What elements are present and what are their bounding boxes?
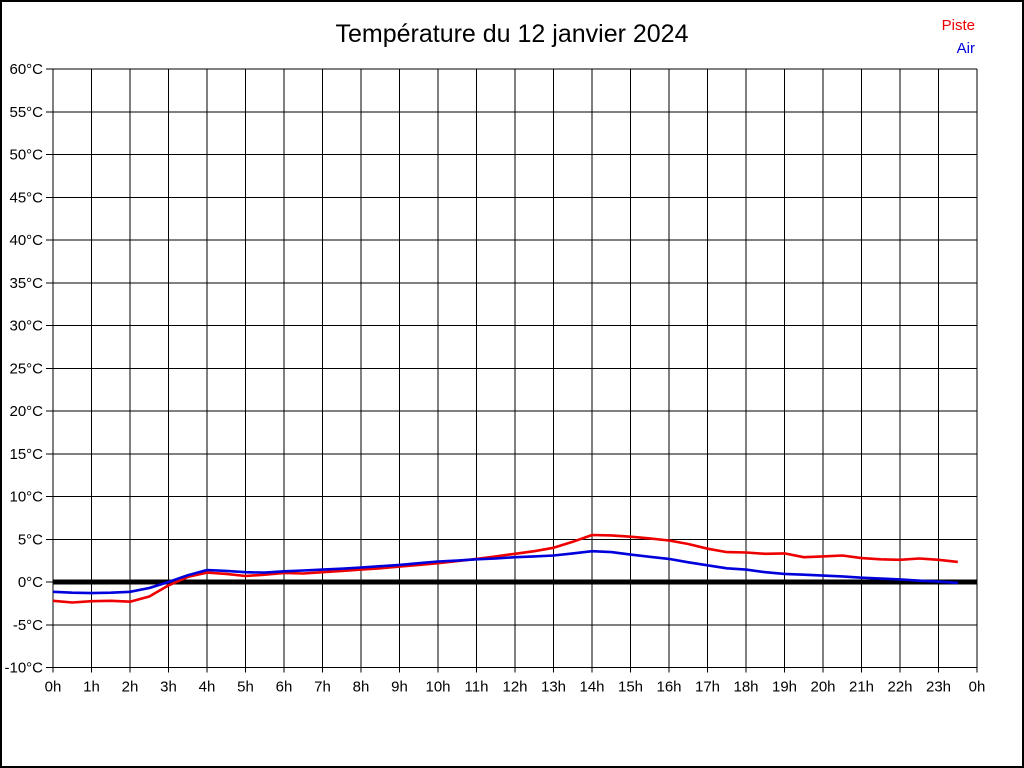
y-tick-label: 35°C	[9, 275, 43, 292]
x-tick-label: 11h	[465, 679, 489, 696]
y-tick-label: 30°C	[9, 318, 43, 335]
grid-lines	[46, 68, 978, 673]
legend-item-piste: Piste	[941, 17, 975, 34]
x-tick-label: 4h	[199, 679, 216, 696]
x-tick-label: 1h	[83, 679, 100, 696]
x-tick-label: 12h	[502, 679, 527, 696]
y-tick-label: 40°C	[9, 232, 43, 249]
y-tick-label: 20°C	[9, 403, 43, 420]
x-tick-label: 18h	[733, 679, 758, 696]
x-tick-label: 6h	[276, 679, 293, 696]
air-temperature-line	[52, 549, 958, 595]
x-tick-label: 22h	[887, 679, 912, 696]
x-tick-label: 0h	[45, 679, 62, 696]
x-tick-label: 10h	[425, 679, 450, 696]
x-tick-label: 14h	[579, 679, 604, 696]
x-tick-label: 16h	[656, 679, 681, 696]
x-tick-label: 7h	[314, 679, 331, 696]
legend: Piste Air	[942, 14, 975, 60]
x-tick-label: 23h	[926, 679, 951, 696]
y-tick-label: 50°C	[9, 147, 43, 164]
y-tick-label: 55°C	[9, 104, 43, 121]
x-tick-label: 13h	[541, 679, 566, 696]
x-tick-label: 8h	[353, 679, 370, 696]
x-axis-tick-labels: 0h 1h 2h 3h 4h 5h 6h 7h 8h 9h 10h 11h 12h 13h 14h 15h 16…	[45, 679, 986, 696]
y-tick-label: 25°C	[9, 360, 43, 377]
y-tick-label: 15°C	[9, 446, 43, 463]
y-axis-tick-labels: 60°C 55°C 50°C 45°C 40°C 35°C 30°C 25°C 20°C 15°C…	[4, 61, 43, 677]
x-tick-label: 5h	[237, 679, 254, 696]
x-tick-label: 21h	[849, 679, 874, 696]
legend-item-air: Air	[956, 40, 975, 57]
x-tick-label: 20h	[810, 679, 835, 696]
y-tick-label: 45°C	[9, 189, 43, 206]
y-tick-label: 60°C	[9, 61, 43, 78]
y-tick-label: -10°C	[4, 660, 43, 677]
x-tick-label: 0h	[969, 679, 986, 696]
y-tick-label: 0°C	[18, 574, 43, 591]
x-tick-label: 15h	[618, 679, 643, 696]
x-tick-label: 17h	[695, 679, 720, 696]
x-tick-label: 19h	[772, 679, 797, 696]
y-tick-label: 10°C	[9, 489, 43, 506]
x-tick-label: 3h	[160, 679, 177, 696]
x-tick-label: 2h	[122, 679, 139, 696]
y-tick-label: 5°C	[18, 531, 43, 548]
y-tick-label: -5°C	[13, 617, 43, 634]
piste-temperature-line	[52, 533, 958, 604]
chart-title: Température du 12 janvier 2024	[335, 20, 689, 48]
x-tick-label: 9h	[391, 679, 408, 696]
